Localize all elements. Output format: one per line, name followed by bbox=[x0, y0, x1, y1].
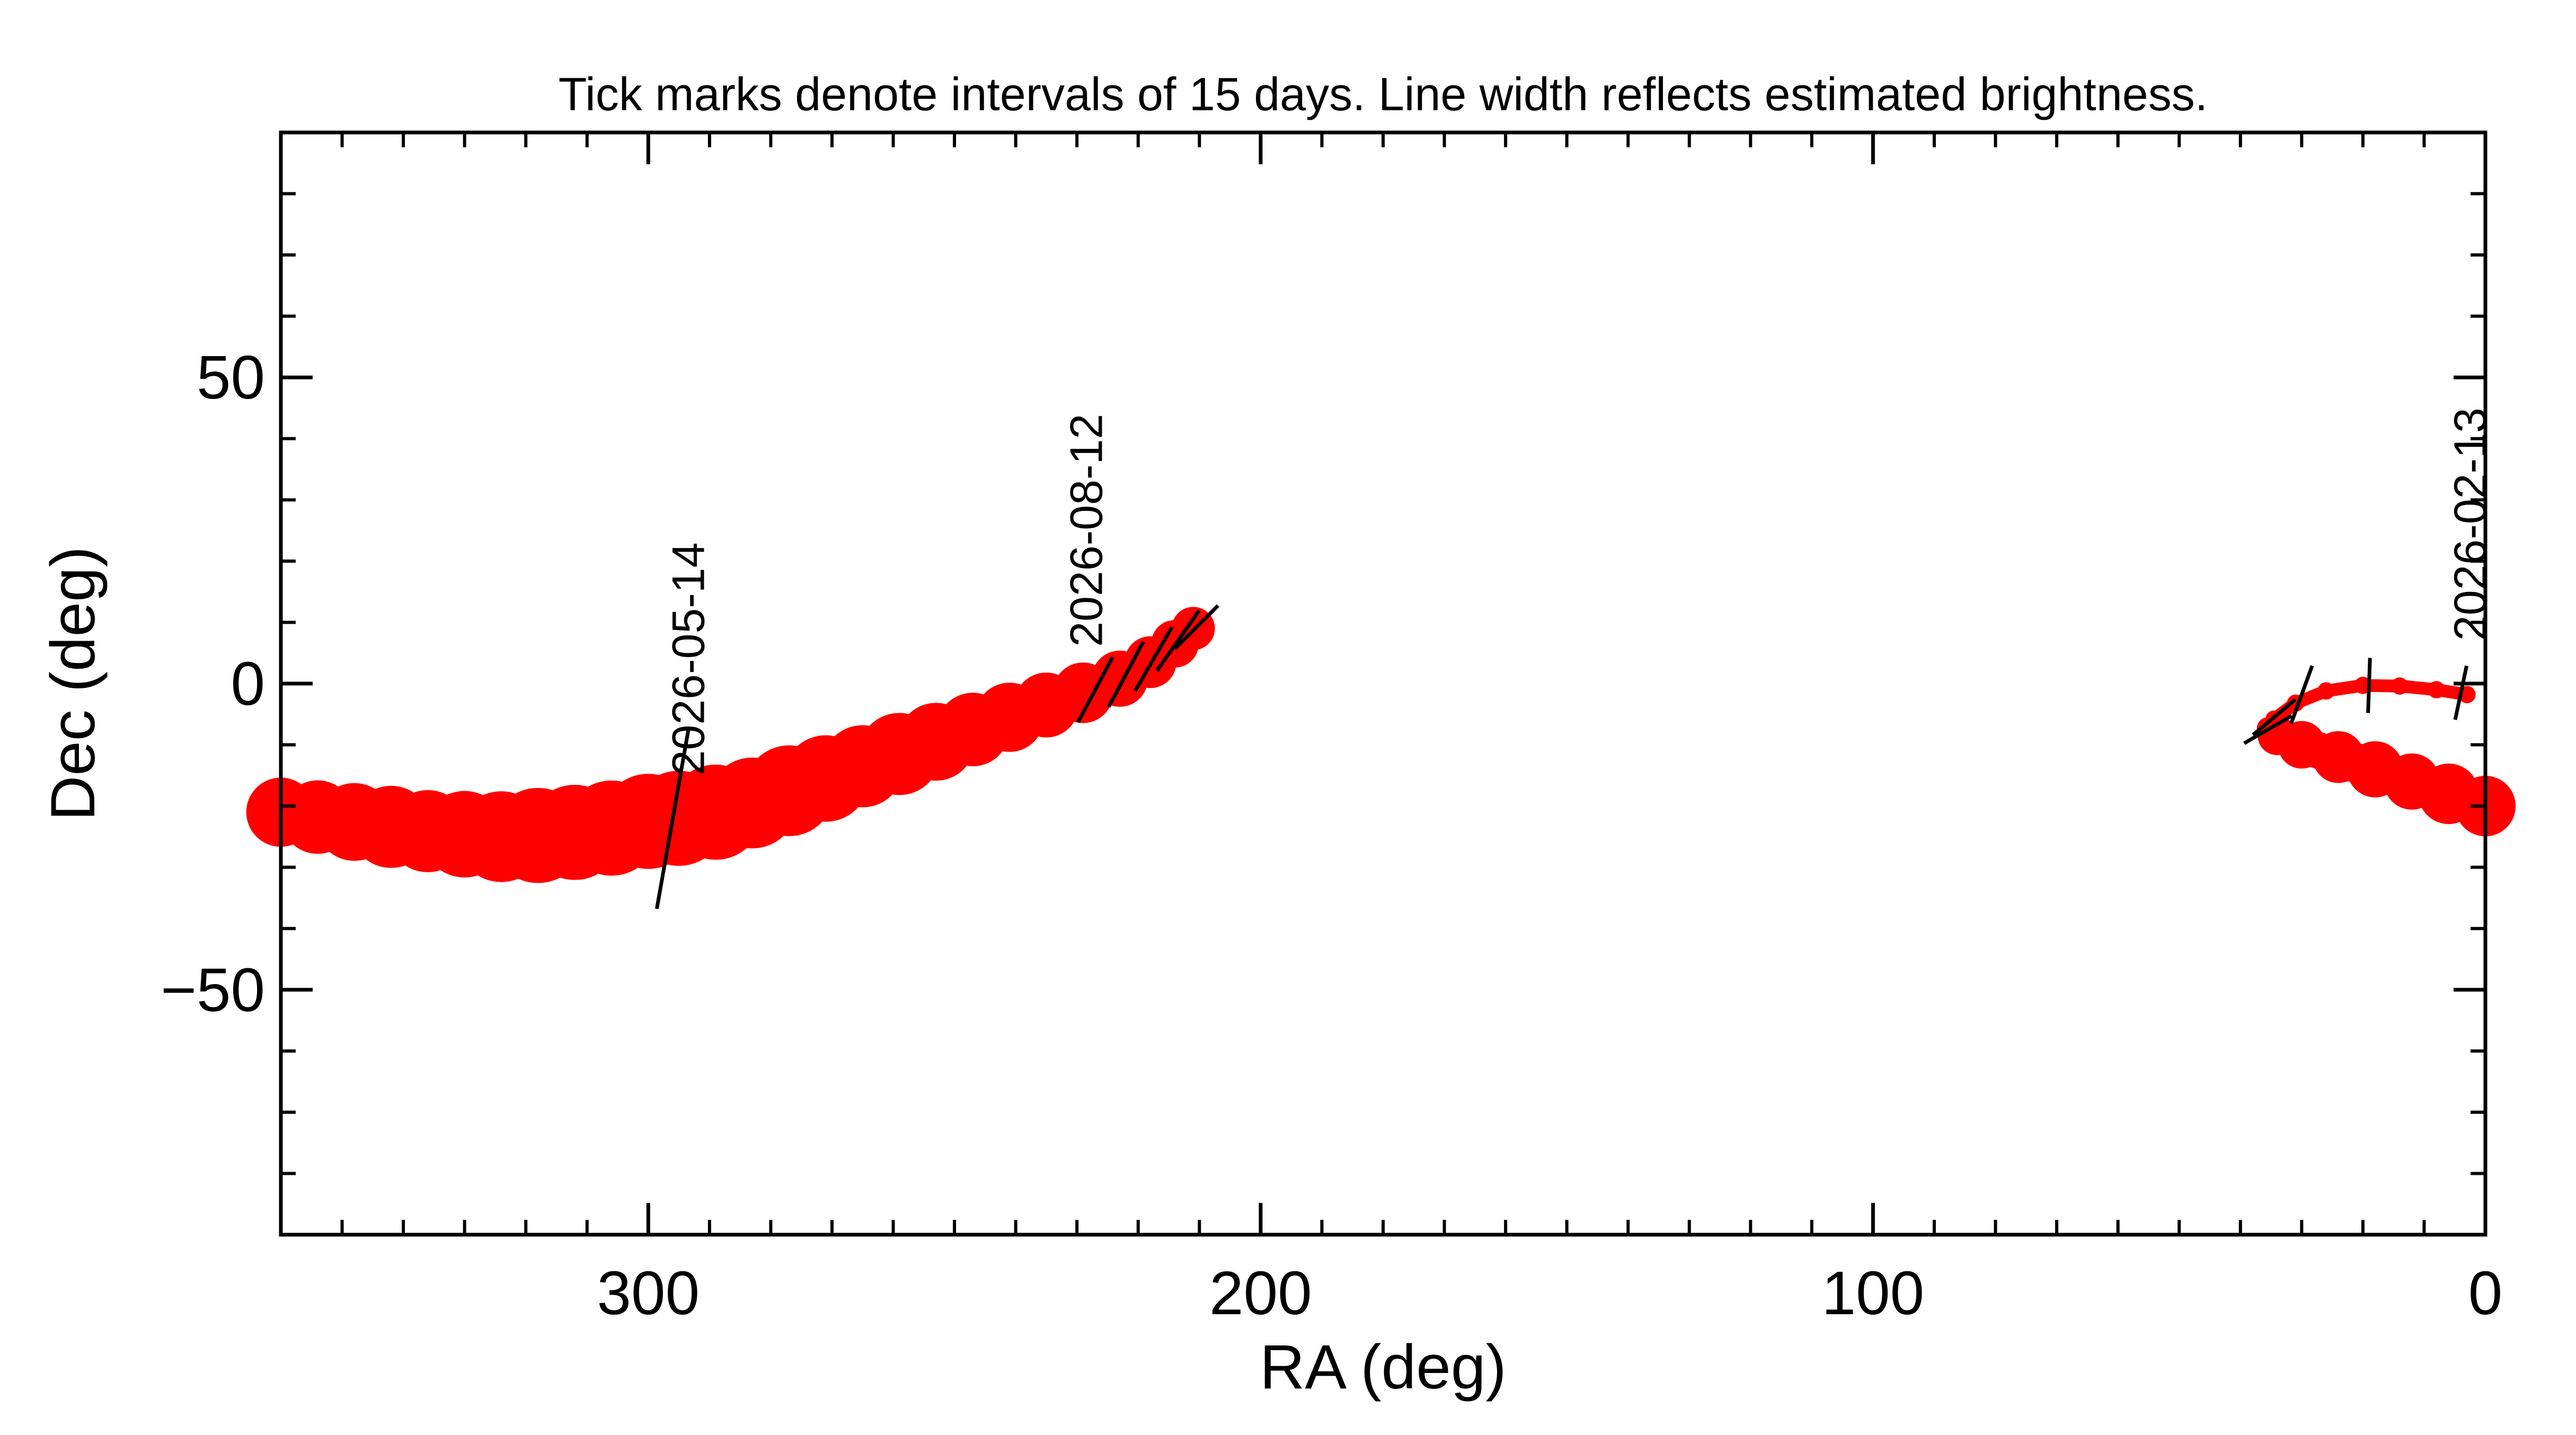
y-tick-label: −50 bbox=[161, 955, 265, 1024]
interval-tick-mark bbox=[2252, 698, 2297, 737]
interval-tick-mark bbox=[1173, 604, 1219, 651]
interval-tick-mark bbox=[655, 727, 691, 909]
y-axis-label: Dec (deg) bbox=[38, 546, 108, 821]
x-tick-label: 200 bbox=[1209, 1259, 1312, 1327]
track-point bbox=[2317, 682, 2335, 700]
x-tick-label: 300 bbox=[597, 1259, 700, 1327]
date-annotation-3: 2026-02-13 bbox=[2445, 408, 2496, 641]
annotation-layer: 2026-05-14 2026-08-12 2026-02-13 bbox=[663, 408, 2496, 775]
y-tick-label: 0 bbox=[231, 649, 265, 718]
interval-tick-mark bbox=[1107, 641, 1145, 708]
date-annotation-2: 2026-08-12 bbox=[1061, 414, 1112, 647]
x-tick-label: 100 bbox=[1822, 1259, 1925, 1327]
x-tick-label: 0 bbox=[2468, 1259, 2503, 1327]
interval-tick-mark bbox=[1133, 626, 1174, 692]
interval-tick-mark bbox=[1076, 656, 1114, 723]
axes: 300 200 100 0 50 0 −50 bbox=[161, 130, 2503, 1327]
interval-tick-mark bbox=[2289, 665, 2314, 724]
y-tick-label: 50 bbox=[197, 343, 265, 412]
interval-tick-mark bbox=[2243, 714, 2293, 745]
interval-tick-mark bbox=[2453, 665, 2469, 720]
series-layer bbox=[246, 607, 2516, 883]
interval-tick-mark bbox=[2366, 658, 2372, 713]
chart-title: Tick marks denote intervals of 15 days. … bbox=[559, 68, 2208, 120]
track-point bbox=[2428, 681, 2445, 698]
interval-tick-layer bbox=[655, 604, 2469, 909]
interval-tick-mark bbox=[1155, 609, 1201, 672]
series-track-2 bbox=[246, 607, 1215, 883]
x-axis-label: RA (deg) bbox=[1260, 1332, 1507, 1402]
date-annotation-1: 2026-05-14 bbox=[663, 542, 714, 775]
track-point bbox=[2391, 677, 2409, 695]
